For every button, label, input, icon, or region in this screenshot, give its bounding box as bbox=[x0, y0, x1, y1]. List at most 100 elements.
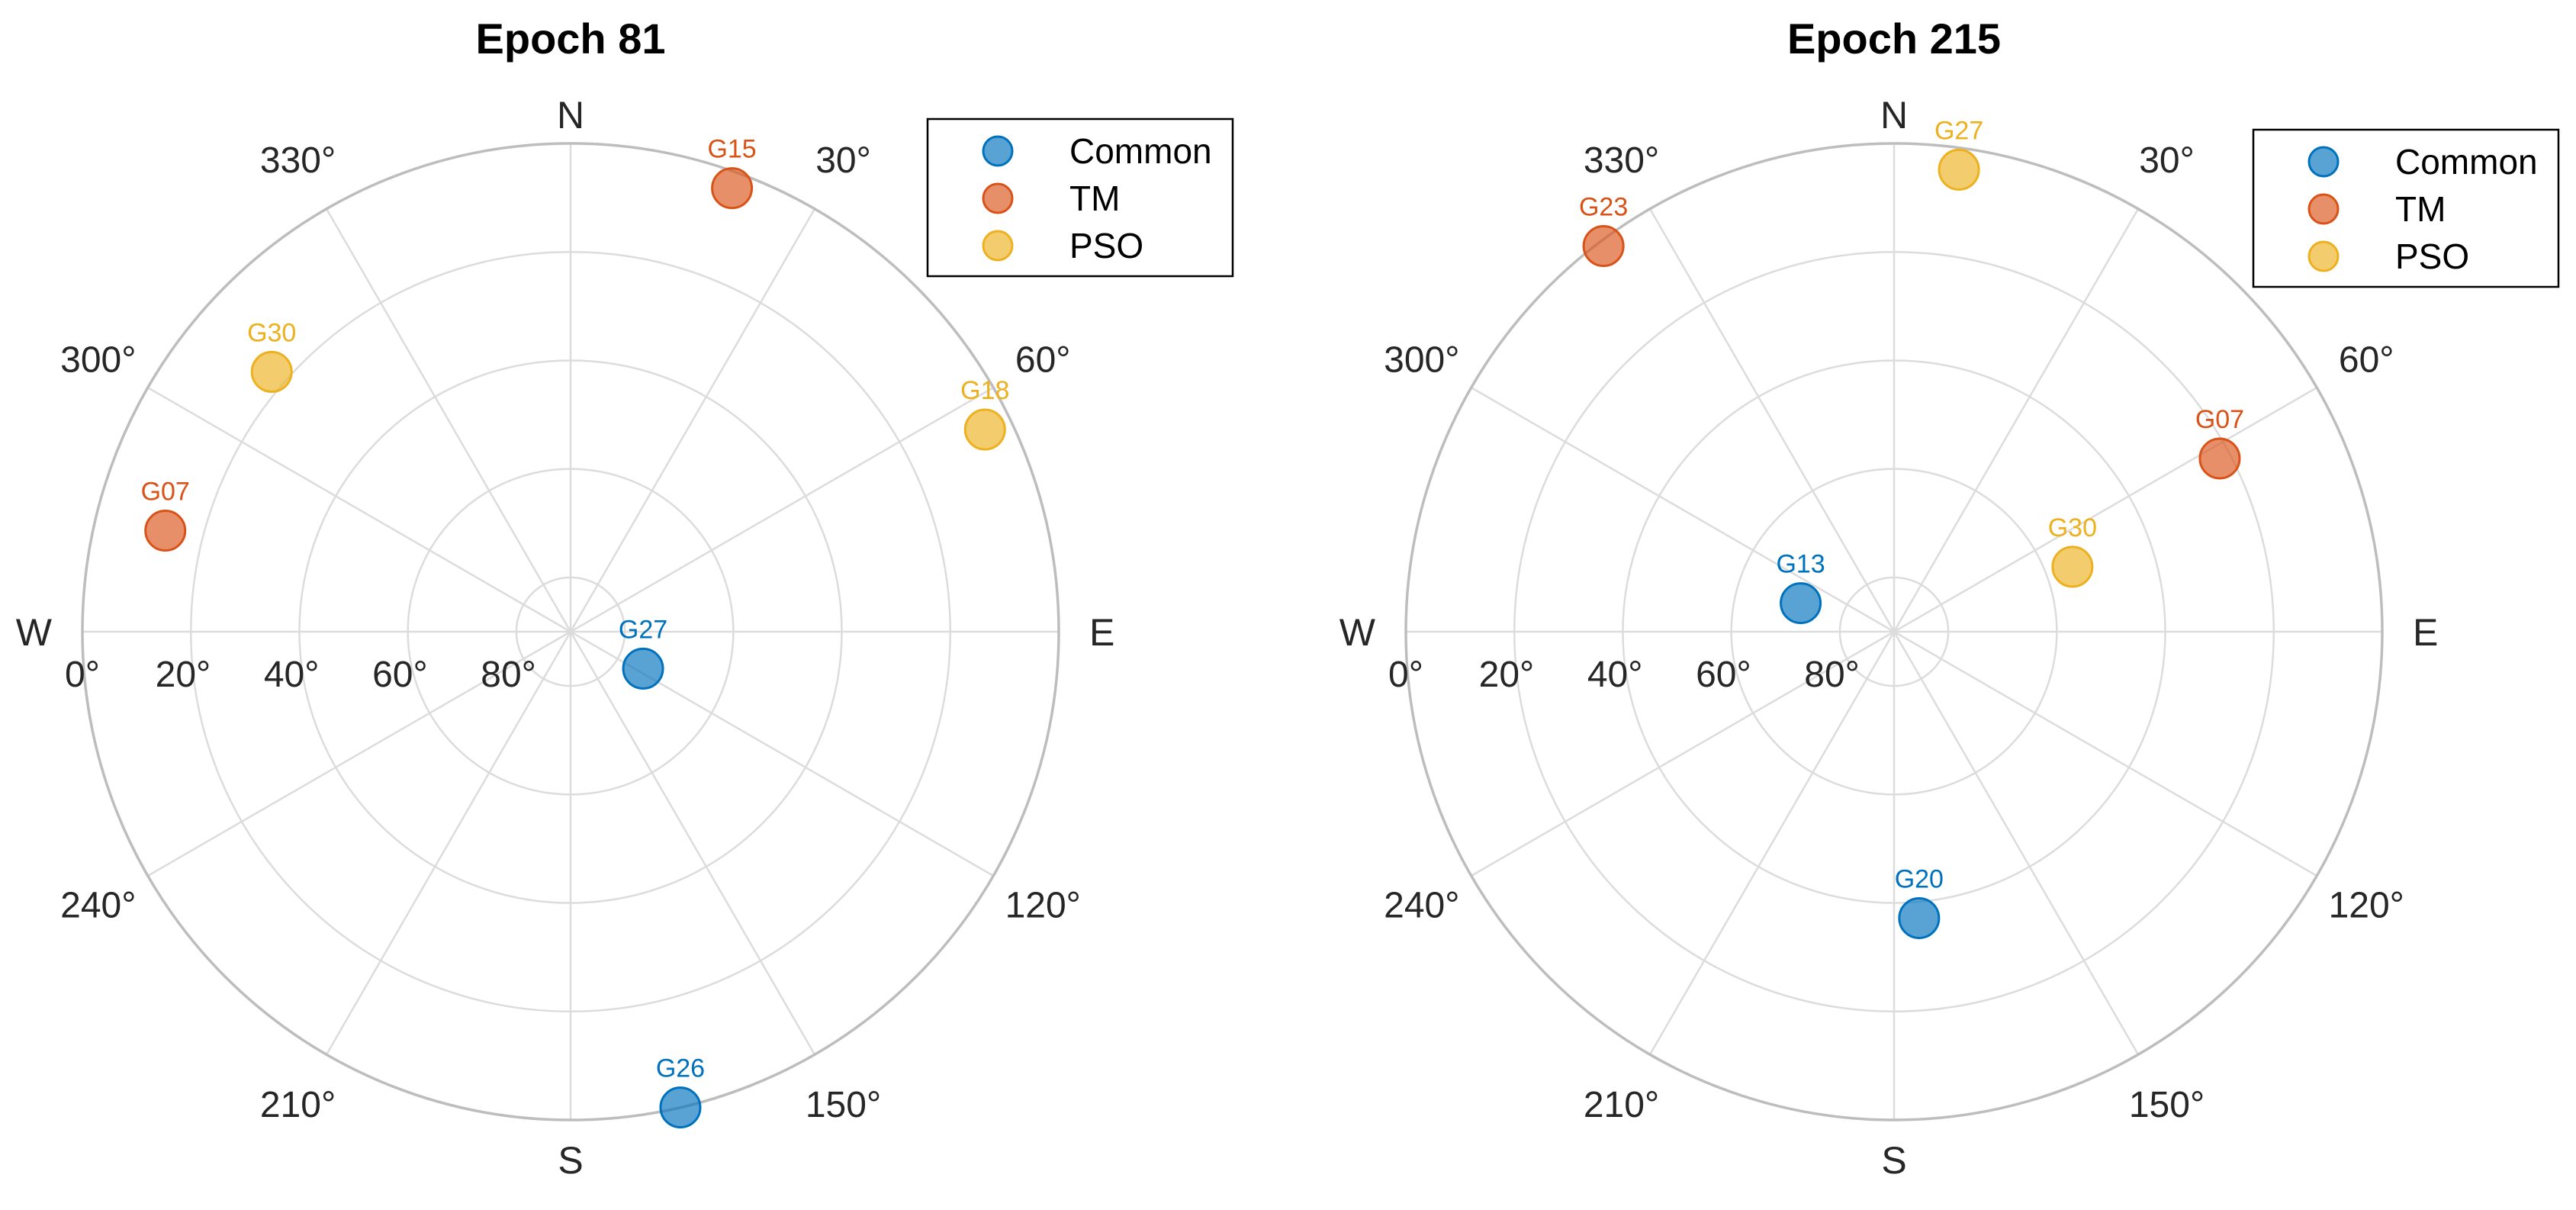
azimuth-spoke-300 bbox=[147, 386, 571, 633]
outer-ring bbox=[1404, 142, 2384, 1122]
legend-label-tm: TM bbox=[2395, 189, 2446, 229]
legend-marker-tm bbox=[982, 182, 1014, 214]
azimuth-label-60: 60° bbox=[1015, 340, 1071, 381]
cardinal-north: N bbox=[1880, 94, 1908, 137]
elevation-label-20: 20° bbox=[1479, 655, 1535, 695]
azimuth-label-150: 150° bbox=[2129, 1085, 2205, 1125]
skyplot-panel-2: Epoch 215 N E S W 30° 60° 120° 150° 210° 240° 300° 3… bbox=[1339, 14, 2560, 1182]
azimuth-spoke-60 bbox=[570, 386, 994, 633]
satellite-label-g26: G26 bbox=[656, 1054, 705, 1083]
azimuth-label-300: 300° bbox=[60, 340, 136, 381]
satellite-label-g20: G20 bbox=[1895, 864, 1944, 893]
satellite-label-g07: G07 bbox=[141, 478, 190, 507]
azimuth-label-210: 210° bbox=[260, 1085, 336, 1125]
elevation-label-80: 80° bbox=[1804, 655, 1860, 695]
legend-label-common: Common bbox=[2395, 142, 2538, 182]
azimuth-label-60: 60° bbox=[2339, 340, 2394, 381]
azimuth-spoke-300 bbox=[1471, 386, 1895, 633]
satellite-label-g30: G30 bbox=[2048, 513, 2097, 542]
skyplot-panel-1: Epoch 81 N E S W 30° 60° 120° 150° 210° 240° 300° 33… bbox=[16, 14, 1234, 1182]
satellite-label-g23: G23 bbox=[1579, 193, 1628, 222]
legend-label-pso: PSO bbox=[1069, 226, 1143, 265]
satellite-marker-g07 bbox=[144, 510, 187, 552]
elevation-label-0: 0° bbox=[65, 655, 100, 695]
elevation-label-40: 40° bbox=[1587, 655, 1643, 695]
legend-marker-common bbox=[2307, 146, 2340, 178]
cardinal-west: W bbox=[1339, 611, 1376, 654]
legend-box bbox=[2252, 128, 2560, 288]
azimuth-label-300: 300° bbox=[1384, 340, 1459, 381]
satellite-marker-g27 bbox=[622, 647, 664, 690]
satellite-label-g13: G13 bbox=[1776, 550, 1825, 579]
azimuth-label-120: 120° bbox=[2329, 886, 2404, 926]
elevation-label-0: 0° bbox=[1388, 655, 1423, 695]
polar-grid bbox=[81, 142, 1060, 1122]
satellite-marker-g27 bbox=[1938, 148, 1980, 191]
elevation-label-60: 60° bbox=[372, 655, 428, 695]
elevation-label-60: 60° bbox=[1696, 655, 1751, 695]
outer-ring bbox=[81, 142, 1060, 1122]
legend: Common TM PSO bbox=[2252, 128, 2560, 288]
azimuth-spoke-150 bbox=[1893, 631, 2140, 1055]
legend-label-common: Common bbox=[1069, 131, 1212, 171]
chart-title: Epoch 215 bbox=[1787, 14, 2001, 63]
legend-label-pso: PSO bbox=[2395, 237, 2469, 276]
azimuth-spoke-30 bbox=[569, 208, 816, 632]
satellite-label-g15: G15 bbox=[707, 135, 756, 164]
chart-title: Epoch 81 bbox=[476, 14, 666, 63]
azimuth-spoke-150 bbox=[569, 631, 816, 1055]
satellite-points: G27 G26 G15 G07 G18 G30 bbox=[141, 135, 1009, 1129]
satellite-marker-g20 bbox=[1898, 896, 1941, 939]
satellite-label-g27: G27 bbox=[619, 615, 667, 644]
azimuth-label-240: 240° bbox=[1384, 886, 1459, 926]
azimuth-spoke-240 bbox=[1471, 630, 1895, 877]
satellite-marker-g30 bbox=[250, 350, 293, 393]
cardinal-south: S bbox=[558, 1139, 583, 1182]
satellite-points: G13 G20 G23 G07 G27 G30 bbox=[1579, 116, 2244, 939]
satellite-label-g07: G07 bbox=[2195, 405, 2244, 434]
legend-marker-pso bbox=[982, 230, 1014, 262]
cardinal-east: E bbox=[2413, 611, 2438, 654]
azimuth-label-150: 150° bbox=[806, 1085, 881, 1125]
azimuth-label-210: 210° bbox=[1584, 1085, 1659, 1125]
azimuth-spoke-240 bbox=[147, 630, 571, 877]
legend-label-tm: TM bbox=[1069, 179, 1120, 218]
cardinal-south: S bbox=[1881, 1139, 1906, 1182]
azimuth-label-30: 30° bbox=[815, 140, 871, 181]
azimuth-label-240: 240° bbox=[60, 886, 136, 926]
satellite-label-g30: G30 bbox=[247, 318, 296, 347]
azimuth-spoke-120 bbox=[1893, 630, 2317, 877]
azimuth-label-30: 30° bbox=[2139, 140, 2195, 181]
azimuth-spoke-330 bbox=[325, 208, 572, 632]
legend-box bbox=[926, 117, 1234, 278]
azimuth-label-120: 120° bbox=[1005, 886, 1081, 926]
azimuth-spoke-210 bbox=[325, 631, 572, 1055]
legend-marker-tm bbox=[2307, 193, 2340, 225]
satellite-label-g18: G18 bbox=[960, 376, 1009, 405]
cardinal-east: E bbox=[1089, 611, 1114, 654]
elevation-label-80: 80° bbox=[481, 655, 536, 695]
azimuth-spoke-210 bbox=[1648, 631, 1896, 1055]
satellite-marker-g30 bbox=[2051, 545, 2094, 588]
satellite-marker-g23 bbox=[1582, 225, 1625, 268]
cardinal-north: N bbox=[557, 94, 584, 137]
azimuth-spoke-330 bbox=[1648, 208, 1896, 632]
polar-grid bbox=[1404, 142, 2384, 1122]
satellite-marker-g07 bbox=[2198, 437, 2241, 480]
satellite-label-g27: G27 bbox=[1934, 116, 1983, 145]
legend: Common TM PSO bbox=[926, 117, 1234, 278]
elevation-label-40: 40° bbox=[264, 655, 320, 695]
legend-marker-pso bbox=[2307, 240, 2340, 272]
azimuth-label-330: 330° bbox=[260, 140, 336, 181]
azimuth-label-330: 330° bbox=[1584, 140, 1659, 181]
satellite-marker-g13 bbox=[1780, 582, 1822, 625]
satellite-marker-g18 bbox=[963, 408, 1006, 451]
cardinal-west: W bbox=[16, 611, 53, 654]
azimuth-spoke-60 bbox=[1893, 386, 2317, 633]
legend-marker-common bbox=[982, 135, 1014, 167]
azimuth-spoke-30 bbox=[1893, 208, 2140, 632]
elevation-label-20: 20° bbox=[156, 655, 211, 695]
satellite-marker-g26 bbox=[659, 1086, 702, 1129]
satellite-marker-g15 bbox=[711, 167, 754, 210]
